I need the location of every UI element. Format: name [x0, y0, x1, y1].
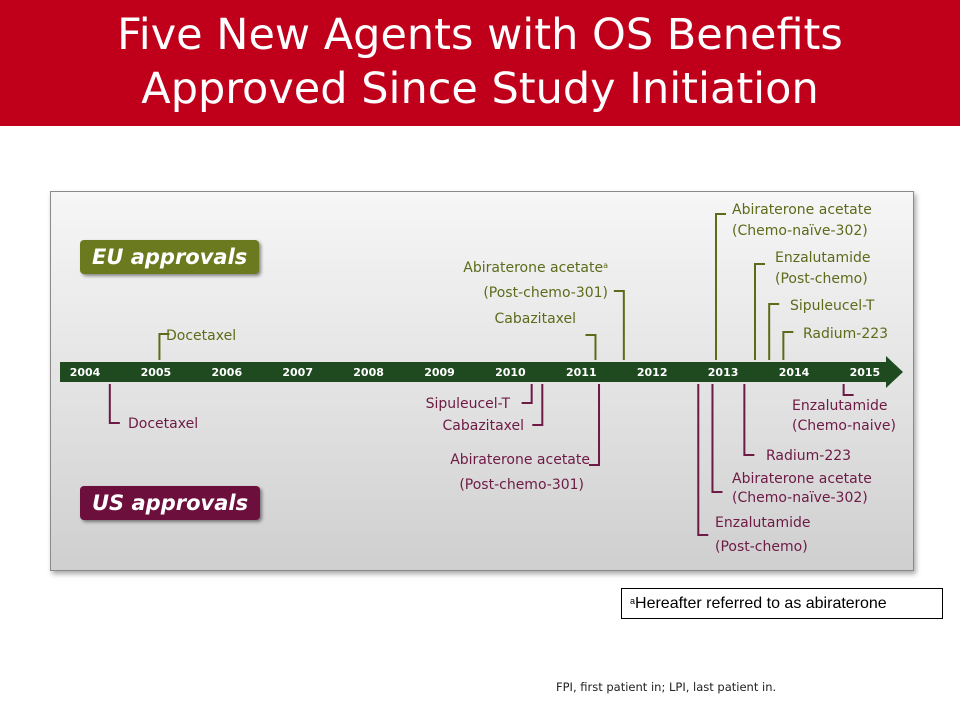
year-tick-2009: 2009 — [424, 366, 455, 379]
eu-label-4-1: (Post-chemo) — [775, 271, 868, 287]
us-connector-2 — [532, 384, 544, 426]
eu-connector-2 — [613, 290, 625, 360]
us-label-7-1: (Chemo-naive) — [792, 418, 896, 434]
us-label-1-0: Sipuleucel-T — [426, 396, 511, 412]
year-tick-2015: 2015 — [850, 366, 881, 379]
eu-label-sup-2: a — [603, 261, 608, 270]
abiraterone-note: aHereafter referred to as abiraterone — [621, 588, 943, 619]
note-text: Hereafter referred to as abiraterone — [635, 595, 887, 612]
us-approvals-badge: US approvals — [80, 486, 261, 520]
eu-approvals-badge: EU approvals — [80, 240, 260, 274]
us-label-3-0: Abiraterone acetate — [450, 452, 590, 468]
eu-connector-3 — [715, 213, 727, 360]
eu-label-3-0: Abiraterone acetate — [732, 202, 872, 218]
year-tick-2007: 2007 — [282, 366, 313, 379]
title-line-1: Five New Agents with OS Benefits — [117, 10, 843, 60]
us-label-7-0: Enzalutamide — [792, 398, 888, 414]
eu-connector-4 — [754, 263, 766, 360]
eu-connector-5 — [768, 303, 780, 360]
year-tick-2011: 2011 — [566, 366, 597, 379]
us-label-4-0: Enzalutamide — [715, 515, 811, 531]
eu-label-3-1: (Chemo-naïve-302) — [732, 223, 868, 239]
eu-label-5-0: Sipuleucel-T — [790, 298, 875, 314]
title-banner — [0, 0, 960, 126]
page-title: Five New Agents with OS Benefits Approve… — [0, 8, 960, 116]
eu-connector-1 — [585, 334, 597, 360]
eu-connector-6 — [782, 331, 794, 360]
us-label-5-0: Abiraterone acetate — [732, 471, 872, 487]
us-connector-5 — [711, 384, 723, 493]
us-label-3-1: (Post-chemo-301) — [459, 477, 584, 493]
us-connector-0 — [108, 384, 120, 424]
year-tick-2008: 2008 — [353, 366, 384, 379]
year-tick-2005: 2005 — [141, 366, 172, 379]
eu-label-1-0: Cabazitaxel — [495, 311, 576, 327]
timeline-arrow — [60, 356, 903, 388]
us-connector-7 — [842, 384, 854, 396]
year-tick-2013: 2013 — [708, 366, 739, 379]
eu-connector-0 — [158, 333, 170, 360]
us-label-2-0: Cabazitaxel — [443, 418, 524, 434]
year-tick-2004: 2004 — [70, 366, 101, 379]
note-superscript: a — [630, 596, 636, 606]
us-label-6-0: Radium-223 — [766, 448, 851, 464]
eu-label-4-0: Enzalutamide — [775, 250, 871, 266]
year-tick-2010: 2010 — [495, 366, 526, 379]
eu-label-6-0: Radium-223 — [803, 326, 888, 342]
footnote: FPI, first patient in; LPI, last patient… — [556, 680, 777, 694]
eu-label-2-1: (Post-chemo-301) — [483, 285, 608, 301]
us-connector-6 — [743, 384, 755, 456]
us-connector-1 — [521, 384, 533, 404]
us-connector-4 — [697, 384, 709, 536]
us-label-5-1: (Chemo-naïve-302) — [732, 490, 868, 506]
year-tick-2012: 2012 — [637, 366, 668, 379]
eu-label-2-0: Abiraterone acetatea — [463, 260, 608, 276]
us-label-4-1: (Post-chemo) — [715, 539, 808, 555]
year-tick-2014: 2014 — [779, 366, 810, 379]
us-connector-3 — [589, 384, 601, 466]
eu-label-0-0: Docetaxel — [166, 328, 236, 344]
us-label-0-0: Docetaxel — [128, 416, 198, 432]
title-line-2: Approved Since Study Initiation — [141, 64, 819, 114]
year-tick-2006: 2006 — [211, 366, 242, 379]
